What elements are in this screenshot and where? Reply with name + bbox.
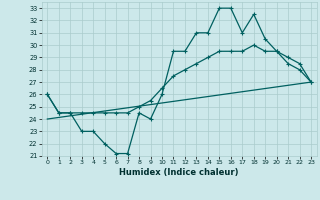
- X-axis label: Humidex (Indice chaleur): Humidex (Indice chaleur): [119, 168, 239, 177]
